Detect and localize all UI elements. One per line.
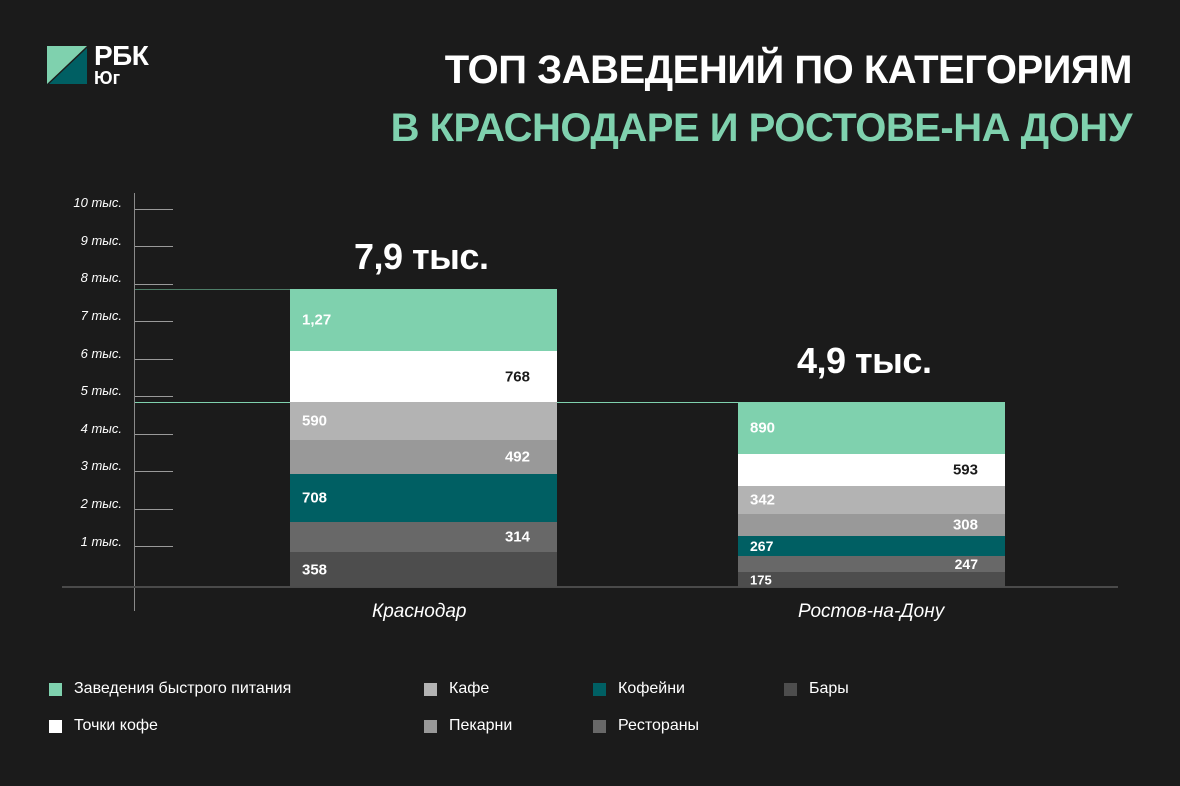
segment-bakeries: 492 <box>290 440 557 474</box>
y-tick <box>135 509 173 510</box>
segment-value: 768 <box>504 368 530 385</box>
segment-value: 890 <box>750 419 776 437</box>
bar-total-label: 4,9 тыс. <box>797 340 932 381</box>
y-tick <box>135 396 173 397</box>
segment-cafe: 342 <box>738 486 1005 514</box>
y-tick <box>135 209 173 210</box>
segment-restaurants: 247 <box>738 556 1005 572</box>
y-tick <box>135 359 173 360</box>
legend-item-bakeries: Пекарни <box>424 717 512 735</box>
chart-title-line2: В КРАСНОДАРЕ И РОСТОВЕ-НА ДОНУ <box>390 106 1133 150</box>
segment-value: 175 <box>750 572 772 587</box>
legend-swatch <box>593 682 606 696</box>
y-tick <box>135 246 173 247</box>
legend-item-restaurants: Рестораны <box>593 717 699 735</box>
segment-value: 492 <box>504 448 530 466</box>
segment-bakeries: 308 <box>738 514 1005 536</box>
legend-swatch <box>49 682 62 696</box>
y-tick-label: 10 тыс. <box>73 195 122 210</box>
legend-label: Кафе <box>449 680 490 697</box>
segment-fast-food: 890 <box>738 402 1005 454</box>
legend-label: Кофейни <box>618 680 685 697</box>
y-tick-label: 6 тыс. <box>80 346 122 361</box>
legend-label: Точки кофе <box>74 717 158 734</box>
y-tick-label: 2 тыс. <box>80 496 122 511</box>
legend-label: Рестораны <box>618 717 700 734</box>
x-category-label: Краснодар <box>372 601 467 622</box>
legend-label: Заведения быстрого питания <box>74 680 292 697</box>
segment-value: 247 <box>954 556 978 572</box>
y-tick-label: 4 тыс. <box>80 421 122 436</box>
legend-swatch <box>424 682 437 696</box>
y-tick-label: 5 тыс. <box>80 383 122 398</box>
legend-label: Бары <box>809 680 849 697</box>
segment-coffee-shops: 708 <box>290 474 557 522</box>
segment-value: 1,27 <box>302 311 332 329</box>
legend-item-bars: Бары <box>784 680 849 698</box>
y-tick-label: 1 тыс. <box>80 534 122 549</box>
segment-value: 590 <box>302 412 328 430</box>
bar-krasnodar: 1,27 768 590 492 708 314 358 <box>290 289 557 587</box>
chart-title-line1: ТОП ЗАВЕДЕНИЙ ПО КАТЕГОРИЯМ <box>444 48 1133 92</box>
legend-item-coffee-shops: Кофейни <box>593 680 685 698</box>
segment-bars: 175 <box>738 572 1005 587</box>
bar-rostov: 890 593 342 308 267 247 175 <box>738 402 1005 587</box>
segment-coffee-points: 768 <box>290 351 557 402</box>
y-tick <box>135 471 173 472</box>
segment-value: 314 <box>504 528 530 546</box>
legend-item-coffee-points: Точки кофе <box>49 717 158 735</box>
segment-value: 342 <box>750 491 776 509</box>
y-tick <box>135 546 173 547</box>
legend-swatch <box>424 719 437 733</box>
segment-value: 267 <box>750 538 774 554</box>
total-reference-line <box>135 289 291 290</box>
segment-restaurants: 314 <box>290 522 557 552</box>
legend-swatch <box>593 719 606 733</box>
legend-item-cafe: Кафе <box>424 680 489 698</box>
legend-swatch <box>49 719 62 733</box>
logo-text: РБК <box>94 40 149 71</box>
x-axis-baseline <box>62 586 1118 588</box>
segment-value: 593 <box>952 461 978 479</box>
legend-item-fast-food: Заведения быстрого питания <box>49 680 291 698</box>
segment-value: 308 <box>952 516 978 534</box>
segment-coffee-shops: 267 <box>738 536 1005 556</box>
legend-swatch <box>784 682 797 696</box>
segment-cafe: 590 <box>290 402 557 440</box>
segment-coffee-points: 593 <box>738 454 1005 486</box>
segment-value: 708 <box>302 489 328 507</box>
y-axis-line <box>134 193 135 611</box>
bar-total-label: 7,9 тыс. <box>354 236 489 277</box>
segment-bars: 358 <box>290 552 557 587</box>
y-tick <box>135 321 173 322</box>
y-tick-label: 3 тыс. <box>80 458 122 473</box>
segment-fast-food: 1,27 <box>290 289 557 351</box>
y-tick-label: 8 тыс. <box>80 270 122 285</box>
segment-value: 358 <box>302 561 328 578</box>
logo-subtext: Юг <box>94 68 121 88</box>
y-tick <box>135 434 173 435</box>
x-category-label: Ростов-на-Дону <box>798 601 945 622</box>
legend-label: Пекарни <box>449 717 513 734</box>
logo-mark <box>47 46 87 84</box>
y-tick-label: 9 тыс. <box>80 233 122 248</box>
y-tick <box>135 284 173 285</box>
y-tick-label: 7 тыс. <box>80 308 122 323</box>
